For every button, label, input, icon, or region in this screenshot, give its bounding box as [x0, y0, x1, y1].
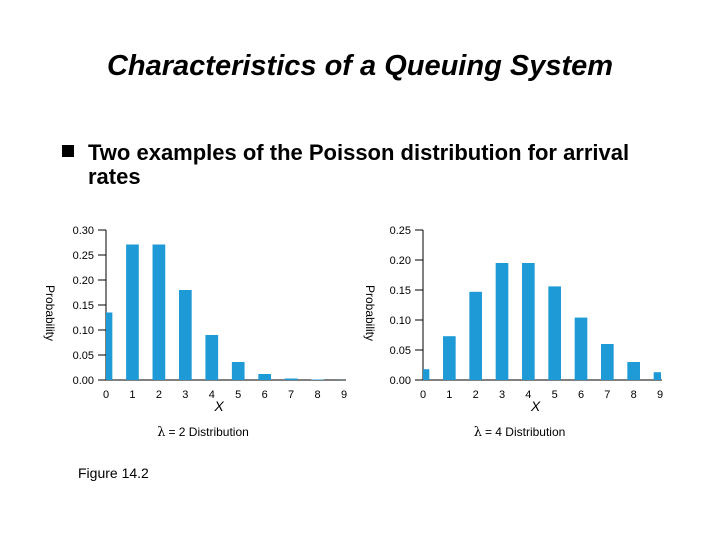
y-tick-label: 0.00: [390, 375, 411, 387]
slide-title: Characteristics of a Queuing System: [106, 50, 614, 82]
bar-7: [284, 378, 298, 380]
lambda-symbol: λ: [474, 425, 482, 440]
distribution-text: = 2 Distribution: [168, 425, 248, 439]
distribution-text: = 4 Distribution: [485, 425, 565, 439]
bar-0: [106, 312, 113, 380]
bar-7: [601, 344, 614, 380]
x-tick-label: 3: [499, 389, 505, 401]
square-bullet-icon: [62, 145, 74, 157]
x-tick-label: 6: [262, 389, 268, 401]
y-tick-label: 0.15: [390, 285, 411, 297]
y-tick-label: 0.25: [73, 250, 94, 262]
bar-8: [627, 362, 640, 380]
chart-lambda-2: 0.00 0.05 0.10 0.15 0.20 0.25 0.30 0 1 2 3 4 5 6 7 8 9 X P…: [43, 225, 347, 440]
y-tick-label: 0.05: [390, 345, 411, 357]
x-tick-label: 5: [235, 389, 241, 401]
x-tick-label: 8: [314, 389, 320, 401]
x-tick-label: 1: [129, 389, 135, 401]
y-tick-label: 0.10: [73, 325, 94, 337]
y-tick-label: 0.30: [73, 225, 94, 237]
chart-lambda-4: 0.00 0.05 0.10 0.15 0.20 0.25 0 1 2 3 4 5 6 7 8 9 X Proba…: [363, 225, 663, 440]
bar-4: [522, 263, 535, 380]
bullet-point: Two examples of the Poisson distribution…: [62, 141, 682, 189]
y-tick-label: 0.10: [390, 315, 411, 327]
x-tick-label: 2: [473, 389, 479, 401]
bar-1: [443, 336, 456, 380]
bar-8: [311, 379, 324, 380]
bar-6: [574, 317, 588, 380]
x-tick-label: 2: [156, 389, 162, 401]
distribution-label: λ = 2 Distribution: [157, 425, 249, 440]
bar-3: [495, 263, 509, 380]
x-tick-label: 5: [552, 389, 558, 401]
x-tick-label: 9: [657, 389, 663, 401]
bar-2: [152, 244, 166, 380]
x-tick-label: 0: [103, 389, 109, 401]
x-tick-label: 4: [209, 389, 215, 401]
bar-4: [205, 335, 219, 380]
distribution-label: λ = 4 Distribution: [474, 425, 566, 440]
bar-5: [548, 286, 561, 380]
lambda-symbol: λ: [157, 425, 165, 440]
x-tick-label: 9: [341, 389, 347, 401]
x-tick-label: 3: [182, 389, 188, 401]
x-axis-label: X: [530, 398, 541, 414]
x-tick-label: 7: [604, 389, 610, 401]
y-tick-label: 0.20: [73, 275, 94, 287]
bullet-text: Two examples of the Poisson distribution…: [88, 140, 630, 189]
x-tick-label: 1: [446, 389, 452, 401]
bar-9: [653, 372, 661, 380]
y-tick-label: 0.20: [390, 255, 411, 267]
x-tick-label: 8: [631, 389, 637, 401]
x-tick-label: 6: [578, 389, 584, 401]
y-tick-label: 0.25: [390, 225, 411, 237]
y-tick-label: 0.05: [73, 350, 94, 362]
bar-2: [469, 291, 482, 380]
y-axis-label: Probability: [43, 285, 57, 341]
x-tick-label: 0: [420, 389, 426, 401]
x-axis-label: X: [213, 398, 224, 414]
bar-6: [258, 374, 272, 380]
bar-1: [126, 244, 139, 380]
bar-3: [178, 290, 192, 380]
bar-0: [423, 369, 430, 380]
x-tick-label: 4: [525, 389, 531, 401]
y-axis-label: Probability: [363, 285, 377, 341]
y-tick-label: 0.00: [73, 375, 94, 387]
bar-5: [231, 362, 245, 380]
x-tick-label: 7: [288, 389, 294, 401]
y-tick-label: 0.15: [73, 300, 94, 312]
figure-caption: Figure 14.2: [78, 465, 149, 481]
